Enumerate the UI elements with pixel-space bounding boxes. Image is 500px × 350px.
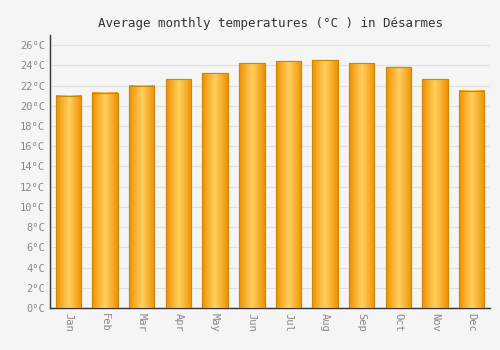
Bar [312,60,338,308]
Bar [166,79,191,308]
Bar [312,60,338,308]
Bar [239,63,264,308]
Bar [459,91,484,308]
Bar [56,96,81,308]
Bar [349,63,374,308]
Bar [422,79,448,308]
Bar [349,63,374,308]
Bar [56,96,81,308]
Bar [129,85,154,308]
Bar [239,63,264,308]
Bar [92,93,118,308]
Bar [459,91,484,308]
Title: Average monthly temperatures (°C ) in Désarmes: Average monthly temperatures (°C ) in Dé… [98,17,442,30]
Bar [276,61,301,308]
Bar [92,93,118,308]
Bar [129,85,154,308]
Bar [422,79,448,308]
Bar [386,67,411,308]
Bar [386,67,411,308]
Bar [202,74,228,308]
Bar [276,61,301,308]
Bar [166,79,191,308]
Bar [202,74,228,308]
